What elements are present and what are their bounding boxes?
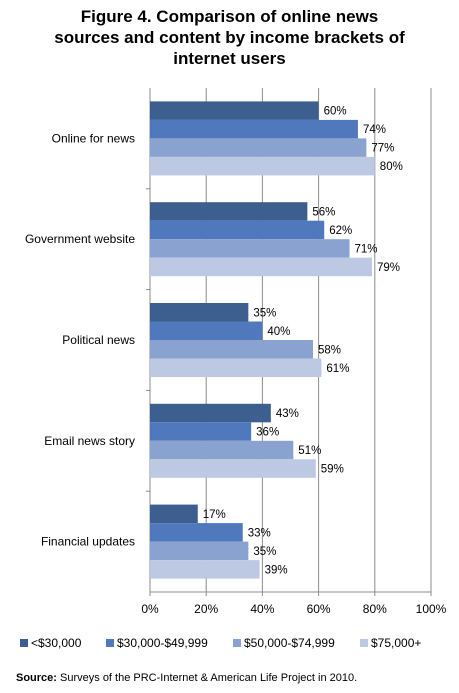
bar	[150, 440, 294, 460]
data-label: 61%	[326, 363, 349, 375]
source-note: Source: Surveys of the PRC-Internet & Am…	[16, 672, 357, 684]
category-label: Political news	[62, 333, 135, 347]
data-label: 60%	[324, 106, 347, 118]
bar	[150, 202, 308, 221]
category-label: Online for news	[52, 131, 135, 145]
bar	[150, 239, 350, 258]
legend-item: $75,000+	[360, 636, 421, 650]
chart-legend: <$30,000 $30,000-$49,999 $50,000-$74,999…	[20, 636, 450, 654]
chart-title-line: sources and content by income brackets o…	[54, 28, 405, 47]
legend-label: $75,000+	[371, 636, 422, 650]
bar	[150, 560, 260, 579]
data-label: 77%	[371, 143, 394, 155]
bar	[150, 138, 367, 157]
x-tick-label: 20%	[194, 602, 218, 616]
data-label: 36%	[256, 427, 279, 439]
x-tick-label: 80%	[363, 602, 387, 616]
legend-swatch	[106, 639, 114, 647]
bar	[150, 101, 319, 120]
bar	[150, 321, 263, 340]
source-text: Surveys of the PRC-Internet & American L…	[56, 672, 358, 684]
data-label: 59%	[321, 464, 344, 476]
legend-item: $50,000-$74,999	[233, 636, 335, 650]
chart-title-line: internet users	[173, 49, 286, 68]
x-tick-label: 40%	[250, 602, 274, 616]
legend-label: <$30,000	[31, 636, 82, 650]
bar	[150, 303, 249, 322]
x-tick-label: 100%	[416, 602, 447, 616]
bar	[150, 257, 372, 277]
legend-label: $30,000-$49,999	[117, 636, 208, 650]
category-label: Government website	[25, 232, 135, 246]
data-label: 40%	[267, 326, 290, 338]
bar	[150, 119, 358, 139]
data-label: 62%	[329, 225, 352, 237]
data-label: 51%	[298, 445, 321, 457]
category-label: Email news story	[44, 434, 135, 448]
legend-swatch	[20, 639, 28, 647]
bar	[150, 541, 249, 561]
bar	[150, 459, 316, 478]
data-label: 79%	[377, 262, 400, 274]
data-label: 56%	[312, 206, 335, 218]
x-tick-label: 60%	[307, 602, 331, 616]
bar	[150, 422, 252, 441]
data-label: 39%	[265, 564, 288, 576]
bar	[150, 358, 322, 377]
source-label: Source:	[16, 672, 57, 684]
legend-item: <$30,000	[20, 636, 81, 650]
category-label: Financial updates	[41, 535, 135, 549]
bar	[150, 504, 198, 524]
data-label: 74%	[363, 124, 386, 136]
bar	[150, 403, 271, 423]
legend-item: $30,000-$49,999	[106, 636, 208, 650]
legend-swatch	[233, 639, 241, 647]
data-label: 35%	[253, 546, 276, 558]
data-label: 35%	[253, 307, 276, 319]
data-label: 33%	[248, 527, 271, 539]
bar	[150, 156, 375, 176]
data-label: 58%	[318, 344, 341, 356]
chart-title: Figure 4. Comparison of online news sour…	[0, 6, 459, 69]
bar	[150, 523, 243, 542]
x-tick-label: 0%	[141, 602, 159, 616]
data-label: 80%	[380, 161, 403, 173]
bar	[150, 340, 313, 359]
legend-swatch	[360, 639, 368, 647]
bar	[150, 220, 325, 240]
data-label: 17%	[203, 509, 226, 521]
chart-title-line: Figure 4. Comparison of online news	[80, 7, 379, 26]
data-label: 43%	[276, 408, 299, 420]
data-label: 71%	[355, 243, 378, 255]
legend-label: $50,000-$74,999	[244, 636, 335, 650]
